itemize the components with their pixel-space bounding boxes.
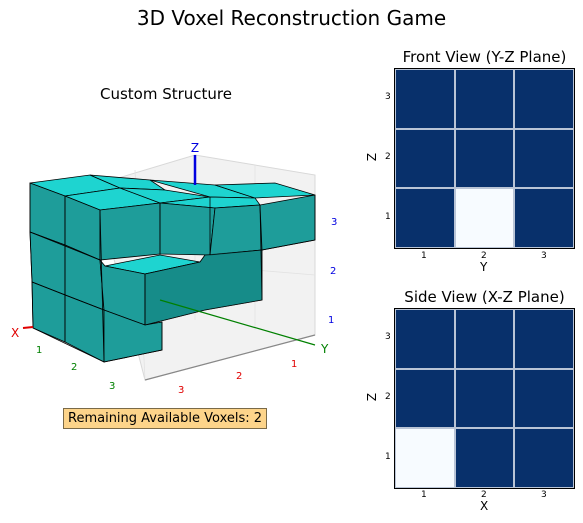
side-view-cell[interactable] xyxy=(454,428,515,488)
side-x-tick: 3 xyxy=(541,490,547,500)
floor-edge xyxy=(144,334,316,381)
front-view-cell[interactable] xyxy=(454,128,515,189)
side-view-cell[interactable] xyxy=(514,368,574,429)
front-y-tick: 1 xyxy=(385,212,391,222)
side-view-ylabel: Z xyxy=(365,392,380,402)
x-tick: 1 xyxy=(36,345,42,356)
x-axis-line xyxy=(22,326,34,329)
voxel-structure-plot: Z X Y 1 2 3 1 2 3 1 2 3 xyxy=(11,141,337,396)
voxel-front xyxy=(159,202,216,256)
front-view-cell[interactable] xyxy=(395,69,455,129)
side-view-cell[interactable] xyxy=(395,368,455,429)
voxel-front xyxy=(209,204,263,256)
front-x-tick: 2 xyxy=(481,251,487,261)
voxel-front xyxy=(99,202,161,261)
side-x-tick: 2 xyxy=(481,490,487,500)
x-tick: 2 xyxy=(71,362,77,373)
side-view-cell[interactable] xyxy=(514,428,574,488)
side-y-tick: 1 xyxy=(385,452,391,462)
y-axis-line xyxy=(159,299,316,346)
side-x-tick: 1 xyxy=(421,490,427,500)
front-view-cell[interactable] xyxy=(514,128,574,189)
front-y-tick: 2 xyxy=(385,152,391,162)
y-tick: 1 xyxy=(291,359,297,370)
side-view-title: Side View (X-Z Plane) xyxy=(404,288,565,306)
voxel-shadow xyxy=(144,249,263,326)
side-y-tick: 2 xyxy=(385,392,391,402)
front-view-cell[interactable] xyxy=(395,128,455,189)
front-view-cell[interactable] xyxy=(454,69,515,129)
side-view-grid[interactable] xyxy=(394,308,575,489)
y-axis-label: Y xyxy=(320,342,329,356)
side-view-xlabel: X xyxy=(480,499,489,513)
x-tick: 3 xyxy=(109,381,115,392)
voxel-group xyxy=(29,174,316,363)
side-y-tick: 3 xyxy=(385,332,391,342)
front-view-title: Front View (Y-Z Plane) xyxy=(402,48,567,66)
front-view-xlabel: Y xyxy=(480,260,488,274)
side-view-cell[interactable] xyxy=(395,428,455,488)
front-x-tick: 3 xyxy=(541,251,547,261)
front-view-ylabel: Z xyxy=(365,152,380,162)
x-axis-label: X xyxy=(11,326,19,340)
y-tick: 3 xyxy=(178,385,184,396)
remaining-voxels-status: Remaining Available Voxels: 2 xyxy=(63,408,268,429)
front-view-cell[interactable] xyxy=(514,188,574,248)
y-tick: 2 xyxy=(236,371,242,382)
z-tick: 3 xyxy=(331,217,337,228)
front-y-tick: 3 xyxy=(385,92,391,102)
z-axis-label: Z xyxy=(191,141,199,155)
z-tick: 1 xyxy=(328,315,334,326)
front-view-cell[interactable] xyxy=(395,188,455,248)
game-title: 3D Voxel Reconstruction Game xyxy=(136,6,447,30)
front-x-tick: 1 xyxy=(421,251,427,261)
side-view-cell[interactable] xyxy=(454,368,515,429)
front-view-cell[interactable] xyxy=(514,69,574,129)
side-view-cell[interactable] xyxy=(395,309,455,369)
front-view-cell[interactable] xyxy=(454,188,515,248)
front-view-grid[interactable] xyxy=(394,68,575,249)
z-tick: 2 xyxy=(330,266,336,277)
structure-title: Custom Structure xyxy=(99,85,232,103)
side-view-cell[interactable] xyxy=(454,309,515,369)
side-view-cell[interactable] xyxy=(514,309,574,369)
